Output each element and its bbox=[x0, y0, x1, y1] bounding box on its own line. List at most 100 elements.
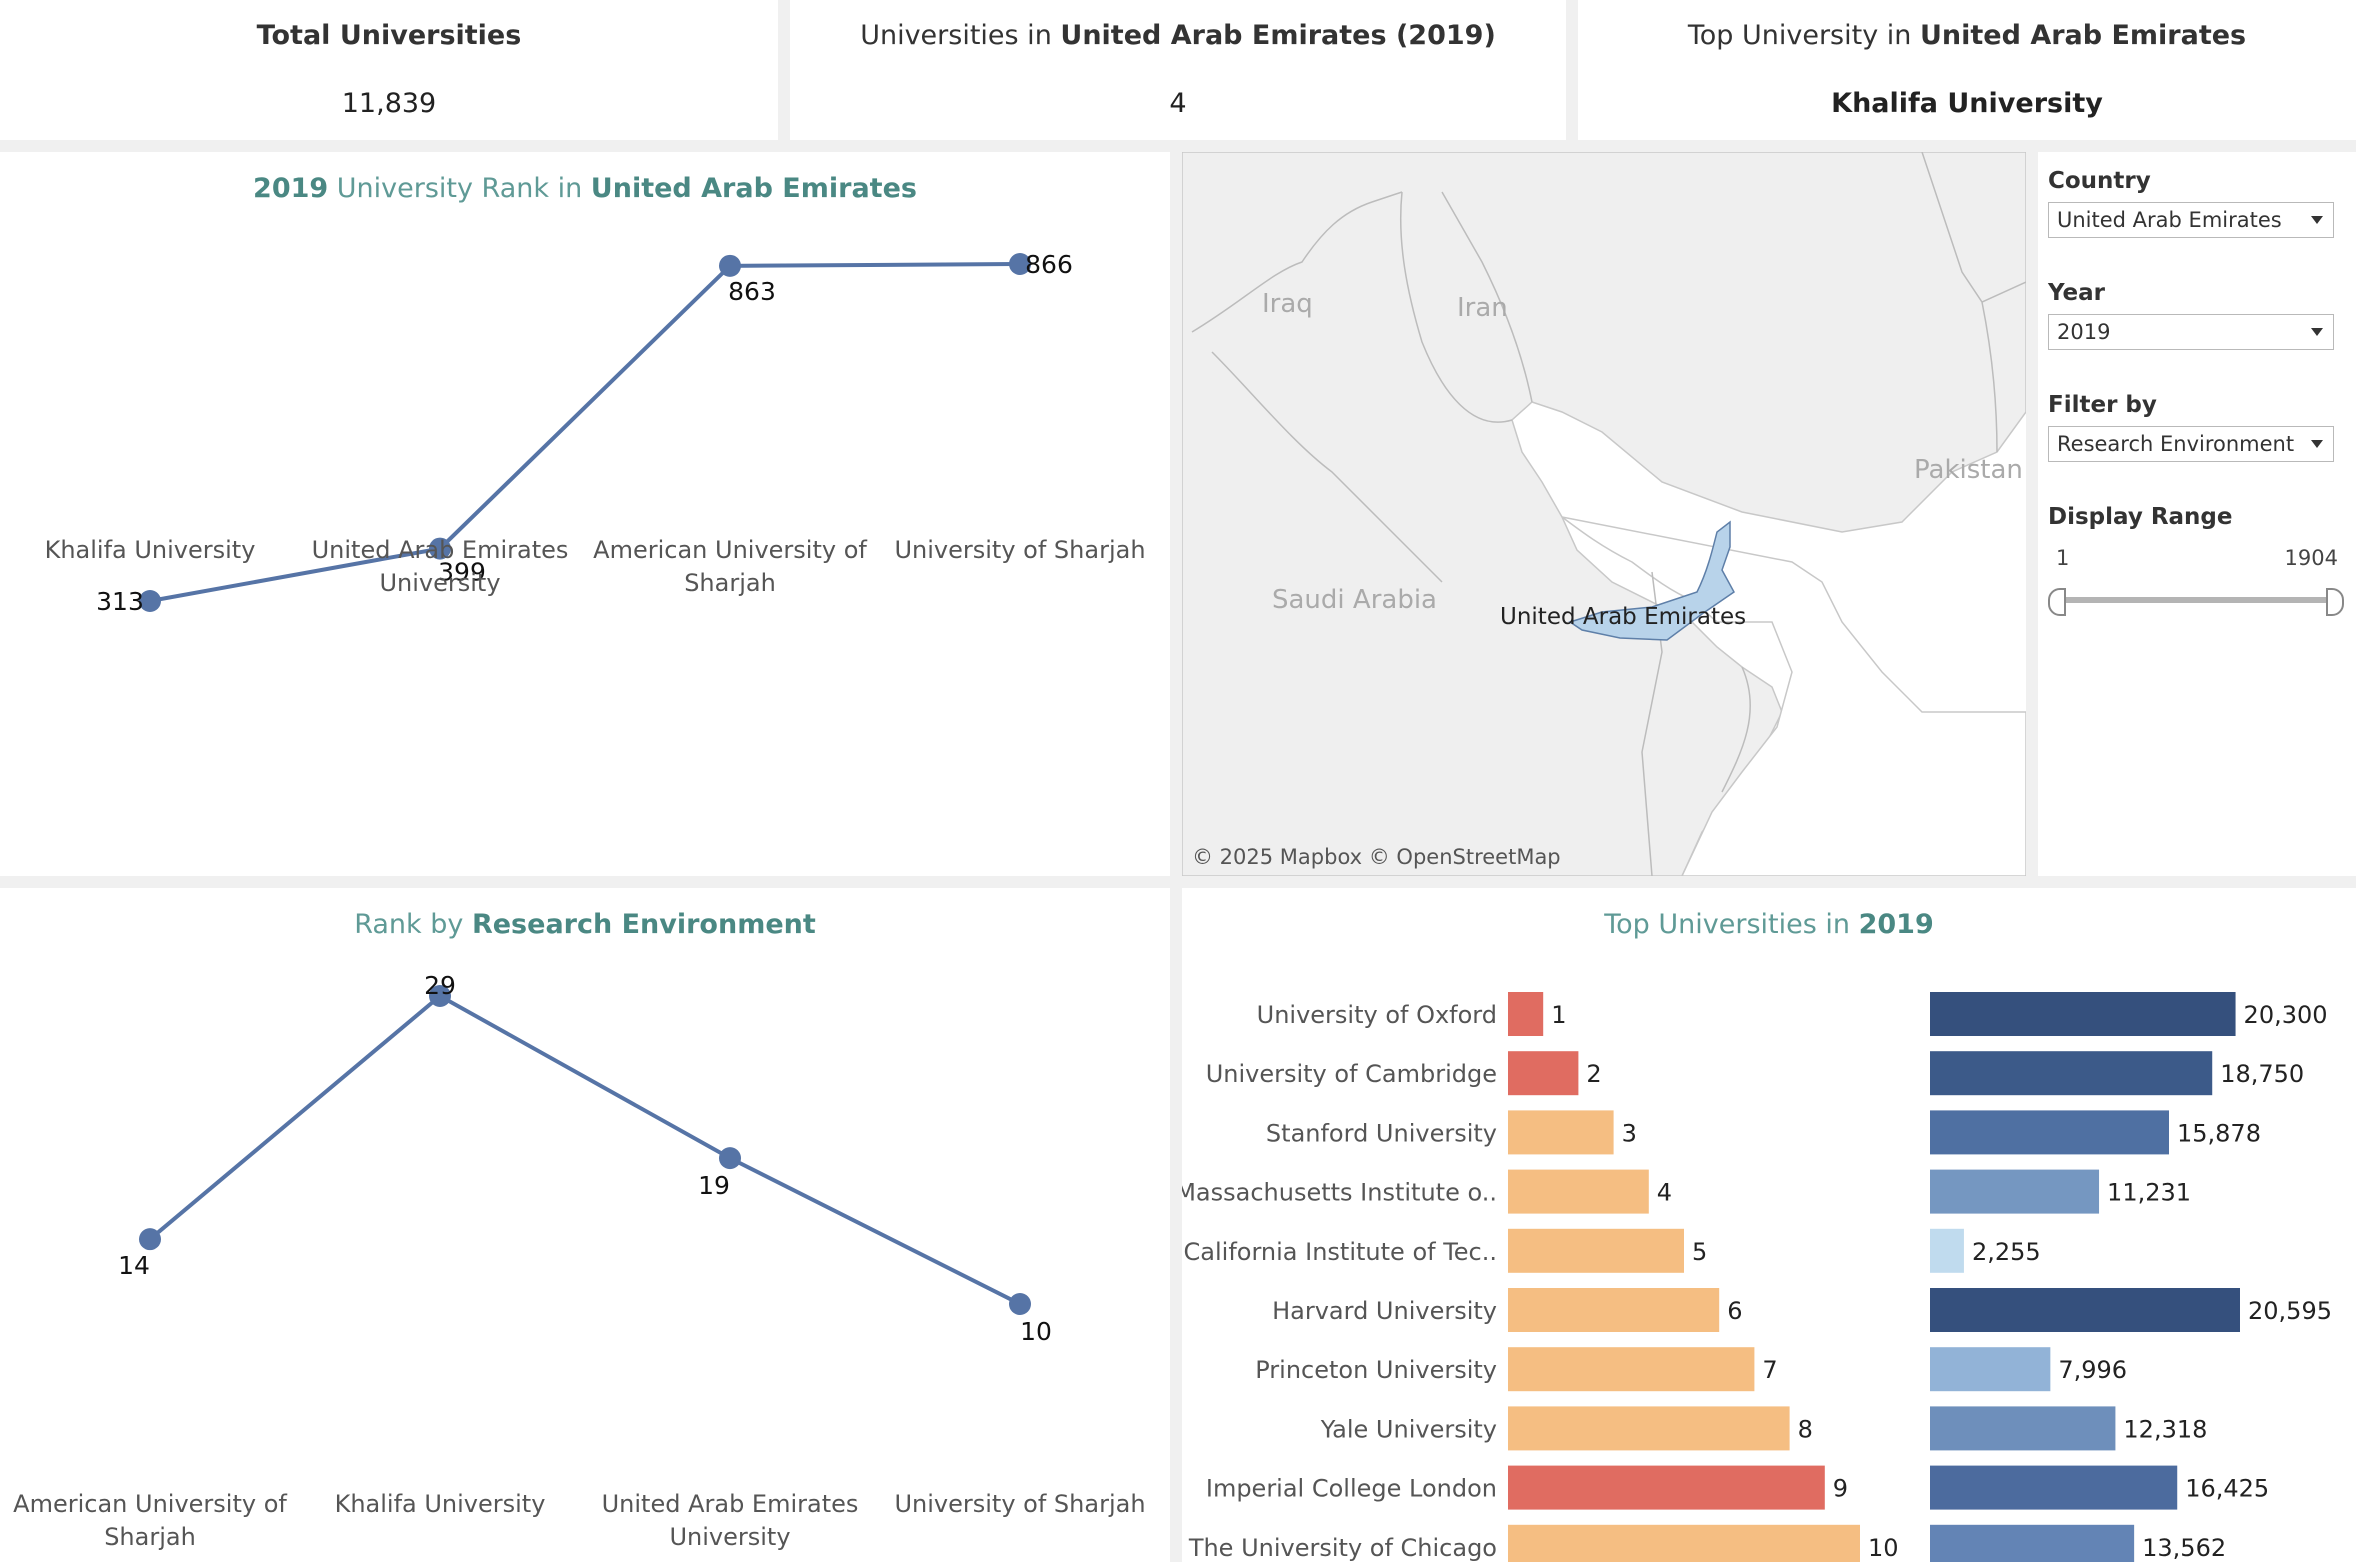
country-filter-label: Country bbox=[2048, 168, 2151, 194]
map-view[interactable]: Iraq Iran Pakistan Saudi Arabia United A… bbox=[1182, 152, 2026, 876]
category-label: The University of Chicago bbox=[1188, 1534, 1497, 1562]
x-tick-label: American University of bbox=[13, 1490, 287, 1518]
filter-by-dropdown-value: Research Environment bbox=[2057, 432, 2295, 456]
data-point[interactable] bbox=[719, 1147, 741, 1170]
data-point[interactable] bbox=[719, 254, 741, 277]
year-dropdown[interactable]: 2019 bbox=[2048, 314, 2334, 350]
rank-bar-label: 5 bbox=[1692, 1238, 1707, 1266]
rank-chart-panel: 2019 University Rank in United Arab Emir… bbox=[0, 152, 1170, 876]
research-chart-panel: Rank by Research Environment 14 American … bbox=[0, 888, 1170, 1562]
country-dropdown[interactable]: United Arab Emirates bbox=[2048, 202, 2334, 238]
x-tick-label: University bbox=[669, 1523, 790, 1551]
top-universities-title: Top Universities in 2019 bbox=[1604, 909, 1934, 940]
x-tick-label: American University of bbox=[593, 536, 867, 564]
value-bar-label: 20,595 bbox=[2248, 1297, 2332, 1325]
year-dropdown-value: 2019 bbox=[2057, 320, 2111, 344]
data-point[interactable] bbox=[139, 1228, 161, 1251]
rank-bar[interactable] bbox=[1508, 1169, 1649, 1214]
rank-bar[interactable] bbox=[1508, 1524, 1860, 1562]
rank-bar[interactable] bbox=[1508, 1347, 1755, 1392]
value-bar-label: 13,562 bbox=[2142, 1534, 2226, 1562]
data-label: 10 bbox=[1020, 1317, 1052, 1346]
kpi-country-count-card: Universities in United Arab Emirates (20… bbox=[790, 0, 1566, 140]
value-bar[interactable] bbox=[1930, 1110, 2169, 1155]
map-attribution: © 2025 Mapbox © OpenStreetMap bbox=[1192, 845, 1561, 869]
data-label: 399 bbox=[438, 558, 486, 587]
rank-bar-label: 9 bbox=[1833, 1475, 1848, 1503]
rank-bar[interactable] bbox=[1508, 1406, 1790, 1451]
value-bar-label: 15,878 bbox=[2177, 1119, 2261, 1147]
data-label: 863 bbox=[728, 277, 776, 306]
series-line bbox=[148, 993, 1021, 1306]
display-range-label: Display Range bbox=[2048, 504, 2233, 530]
display-range-min: 1 bbox=[2056, 546, 2070, 570]
rank-bar-label: 8 bbox=[1798, 1415, 1813, 1443]
rank-bar[interactable] bbox=[1508, 1465, 1825, 1510]
value-bar-label: 12,318 bbox=[2123, 1415, 2207, 1443]
rank-bar-label: 6 bbox=[1727, 1297, 1742, 1325]
rank-bar-label: 1 bbox=[1551, 1001, 1566, 1029]
research-chart-title: Rank by Research Environment bbox=[354, 909, 816, 940]
kpi-country-count-value: 4 bbox=[1169, 88, 1187, 119]
year-filter-label: Year bbox=[2048, 280, 2106, 306]
rank-bar[interactable] bbox=[1508, 1051, 1579, 1096]
filter-by-dropdown[interactable]: Research Environment bbox=[2048, 426, 2334, 462]
map-label-saudi-arabia: Saudi Arabia bbox=[1272, 585, 1437, 615]
x-tick-label: University of Sharjah bbox=[894, 536, 1145, 564]
x-tick-label: United Arab Emirates bbox=[312, 536, 569, 564]
data-point[interactable] bbox=[1009, 253, 1031, 275]
category-label: California Institute of Tec.. bbox=[1184, 1238, 1497, 1266]
value-bar[interactable] bbox=[1930, 1288, 2240, 1332]
value-bar-label: 18,750 bbox=[2220, 1060, 2304, 1088]
rank-bar[interactable] bbox=[1508, 992, 1544, 1036]
map-label-iraq: Iraq bbox=[1262, 289, 1313, 319]
value-bar-label: 20,300 bbox=[2244, 1001, 2328, 1029]
kpi-country-count-label: Universities in United Arab Emirates (20… bbox=[860, 20, 1496, 51]
x-tick-label: Khalifa University bbox=[335, 1490, 546, 1518]
kpi-total-card: Total Universities 11,839 bbox=[0, 0, 778, 140]
data-point[interactable] bbox=[139, 590, 161, 612]
data-point[interactable] bbox=[429, 537, 451, 560]
display-range-track[interactable] bbox=[2056, 597, 2332, 603]
rank-bar-label: 3 bbox=[1622, 1119, 1637, 1147]
value-bar[interactable] bbox=[1930, 1051, 2213, 1096]
value-bar[interactable] bbox=[1930, 1347, 2051, 1392]
data-label: 14 bbox=[118, 1251, 150, 1280]
rank-bar[interactable] bbox=[1508, 1288, 1720, 1332]
value-bar[interactable] bbox=[1930, 1228, 1964, 1273]
map-panel[interactable]: Iraq Iran Pakistan Saudi Arabia United A… bbox=[1182, 152, 2026, 876]
category-label: University of Cambridge bbox=[1206, 1060, 1497, 1088]
range-handle-min[interactable] bbox=[2048, 588, 2066, 616]
range-handle-max[interactable] bbox=[2326, 588, 2344, 616]
x-tick-label: Sharjah bbox=[684, 569, 776, 597]
value-bar-label: 16,425 bbox=[2185, 1475, 2269, 1503]
value-bar[interactable] bbox=[1930, 1406, 2116, 1451]
rank-bar-label: 7 bbox=[1762, 1356, 1777, 1384]
map-label-selected-country: United Arab Emirates bbox=[1500, 604, 1746, 630]
data-label: 866 bbox=[1025, 250, 1073, 279]
category-label: Harvard University bbox=[1272, 1297, 1497, 1325]
rank-bar[interactable] bbox=[1508, 1228, 1684, 1273]
data-point[interactable] bbox=[1009, 1293, 1031, 1315]
map-label-pakistan: Pakistan bbox=[1914, 455, 2023, 485]
series-line bbox=[149, 262, 1021, 603]
kpi-top-university-card: Top University in United Arab Emirates K… bbox=[1578, 0, 2356, 140]
x-tick-label: United Arab Emirates bbox=[602, 1490, 859, 1518]
category-label: Massachusetts Institute o.. bbox=[1182, 1179, 1497, 1207]
data-label: 19 bbox=[698, 1171, 730, 1200]
uae-highlight[interactable] bbox=[1568, 520, 1735, 641]
data-point[interactable] bbox=[429, 985, 451, 1007]
filter-by-label: Filter by bbox=[2048, 392, 2157, 418]
value-bar[interactable] bbox=[1930, 1169, 2100, 1214]
rank-bar-label: 10 bbox=[1868, 1534, 1899, 1562]
rank-bar[interactable] bbox=[1508, 1110, 1614, 1155]
value-bar[interactable] bbox=[1930, 1465, 2178, 1510]
category-label: Imperial College London bbox=[1206, 1475, 1497, 1503]
value-bar[interactable] bbox=[1930, 1524, 2135, 1562]
top-universities-panel: Top Universities in 2019 University of O… bbox=[1182, 888, 2356, 1562]
value-bar[interactable] bbox=[1930, 992, 2236, 1036]
category-label: Yale University bbox=[1320, 1415, 1497, 1443]
chevron-down-icon bbox=[2311, 328, 2323, 336]
filters-panel: Country United Arab Emirates Year 2019 F… bbox=[2038, 152, 2356, 876]
